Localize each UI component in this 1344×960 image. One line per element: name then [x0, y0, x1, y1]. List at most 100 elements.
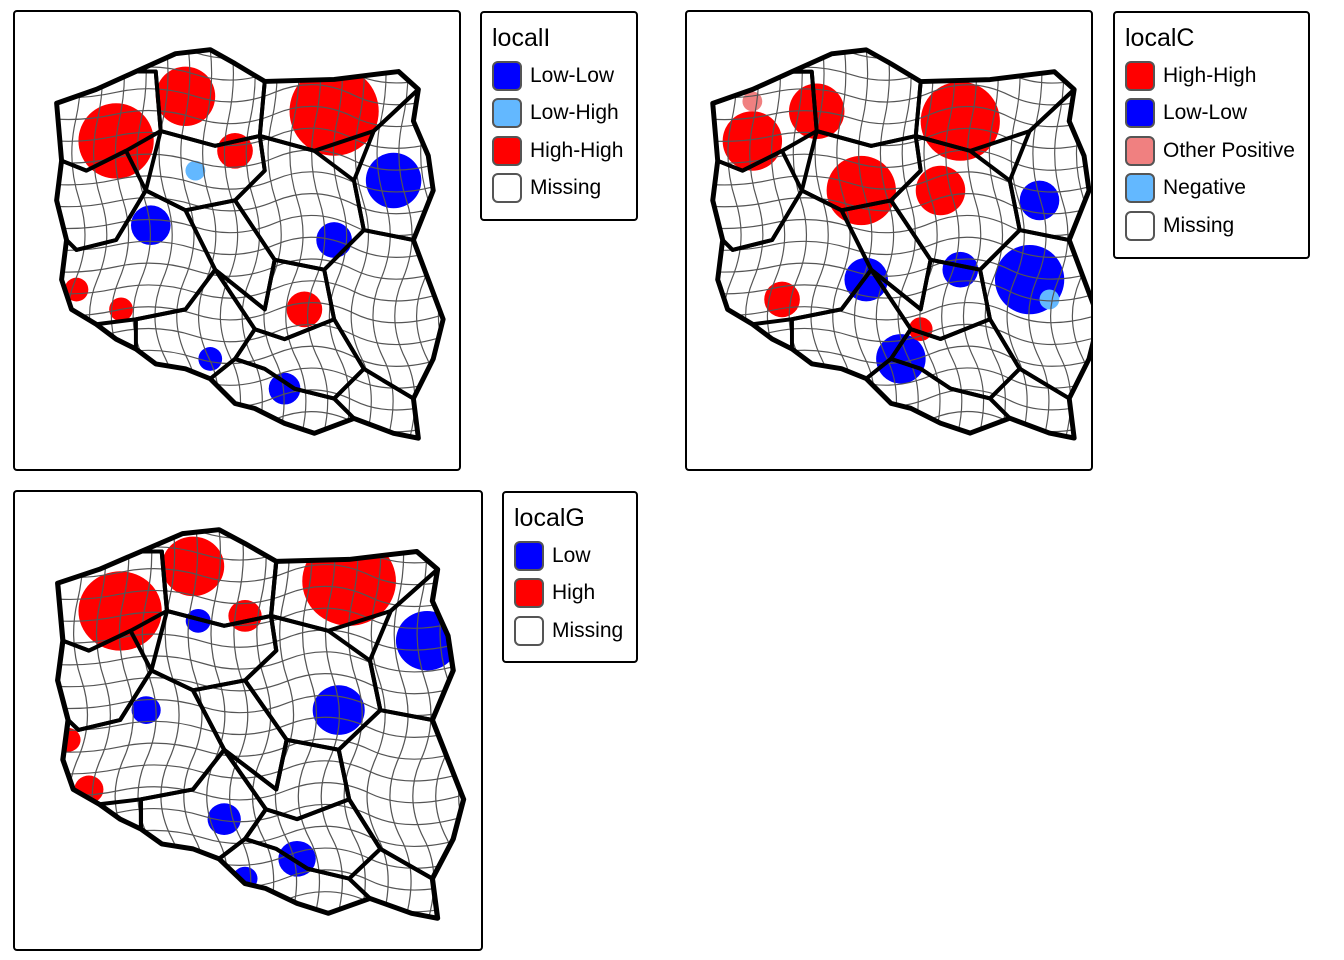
legend-label: Other Positive [1163, 138, 1295, 162]
legend-item: High-High [1125, 57, 1298, 95]
county-border [229, 529, 252, 919]
legend-swatch [514, 578, 544, 609]
legend-item: Other Positive [1125, 132, 1298, 170]
county-border [962, 49, 985, 439]
legend-item: Low-High [492, 95, 626, 133]
country-outline [55, 527, 467, 921]
legend-item: Missing [514, 612, 626, 650]
county-border [875, 49, 898, 439]
county-border [1050, 49, 1072, 439]
county-border [56, 280, 444, 302]
county-border [57, 564, 464, 586]
legend-label: High [552, 581, 596, 605]
county-border [56, 302, 444, 324]
legend-item: Missing [492, 170, 626, 208]
county-border [1028, 49, 1050, 439]
legend-locali: localI Low-Low Low-High High-High Missing [480, 11, 638, 221]
legend-label: High-High [530, 138, 624, 162]
county-border [57, 738, 464, 760]
legend-title: localC [1125, 24, 1195, 52]
country-outline [710, 47, 1091, 441]
county-border [712, 171, 1091, 193]
county-border [57, 782, 464, 804]
county-border [57, 912, 464, 919]
county-border [712, 258, 1091, 280]
county-border [57, 673, 464, 695]
legend-item: Low-Low [492, 57, 626, 95]
legend-swatch [1125, 98, 1155, 129]
legend-label: High-High [1163, 63, 1257, 87]
county-border [57, 529, 464, 542]
legend-label: Missing [1163, 213, 1235, 237]
cluster-region [161, 536, 225, 597]
county-border [712, 84, 1091, 106]
county-border [56, 171, 444, 193]
county-border [57, 716, 464, 738]
county-border [57, 585, 464, 608]
legend-swatch [1125, 60, 1155, 91]
county-border [56, 258, 444, 280]
cluster-region [130, 205, 171, 245]
cluster-region [185, 160, 206, 181]
cluster-region [1019, 180, 1060, 221]
county-border [56, 236, 444, 258]
county-border [712, 236, 1091, 258]
legend-item: High-High [492, 132, 626, 170]
county-border [394, 49, 416, 439]
county-border [219, 49, 242, 439]
county-border [307, 49, 329, 439]
legend-label: Missing [552, 618, 624, 642]
county-border [712, 302, 1091, 324]
legend-swatch [492, 98, 522, 129]
county-border [372, 49, 394, 439]
legend-item: Low-Low [1125, 95, 1298, 133]
legend-item: High [514, 575, 626, 613]
map-base [712, 49, 1091, 439]
county-border [712, 105, 1091, 128]
legend-label: Low [552, 543, 591, 567]
legend-label: Negative [1163, 176, 1246, 200]
county-border [57, 651, 464, 673]
county-border [712, 280, 1091, 302]
legend-localg: localG Low High Missing [502, 491, 638, 663]
cluster-region [155, 66, 216, 127]
county-border [458, 529, 464, 919]
legend-label: Missing [530, 176, 602, 200]
legend-swatch [1125, 210, 1155, 241]
county-border [56, 84, 444, 106]
county-border [389, 529, 412, 919]
county-border [412, 529, 435, 919]
county-border [285, 49, 307, 439]
legend-item: Missing [1125, 207, 1298, 245]
poland-map-locali [54, 47, 446, 441]
legend-swatch [1125, 135, 1155, 166]
county-border [320, 529, 343, 919]
county-border [251, 529, 275, 919]
county-border [437, 49, 444, 439]
legend-swatch [492, 173, 522, 204]
cluster-region [207, 803, 241, 835]
map-panel-localg [13, 490, 483, 951]
legend-swatch [492, 60, 522, 91]
cluster-region [198, 347, 223, 371]
cluster-region [722, 111, 783, 171]
county-border [712, 432, 1091, 439]
cluster-region [131, 696, 161, 724]
legend-label: Low-High [530, 101, 619, 125]
county-border [941, 49, 963, 439]
county-border [897, 49, 919, 439]
legend-title: localI [492, 24, 551, 52]
legend-item: Negative [1125, 170, 1298, 208]
county-border [712, 49, 1091, 62]
cluster-region [286, 291, 323, 328]
county-border [241, 49, 263, 439]
map-panel-locali [13, 10, 461, 471]
legend-swatch [514, 615, 544, 646]
cluster-region [915, 165, 966, 216]
county-border [56, 105, 444, 128]
cluster-region [365, 152, 422, 209]
legend-swatch [1125, 173, 1155, 204]
map-panel-localc [685, 10, 1093, 471]
legend-localc: localC High-High Low-Low Other Positive Neg… [1113, 11, 1310, 259]
county-border [712, 323, 1091, 346]
